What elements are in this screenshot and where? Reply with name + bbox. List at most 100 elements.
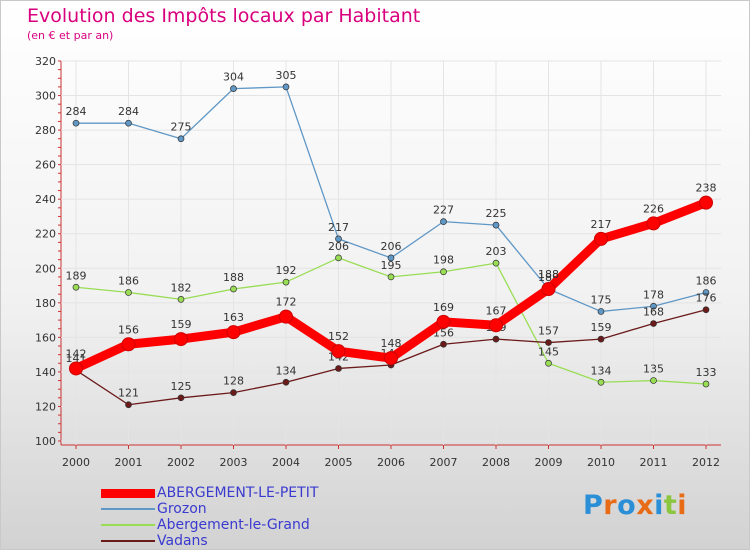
data-label: 168 [643,306,664,319]
data-label: 227 [433,204,454,217]
legend-swatch [101,540,155,542]
data-label: 159 [171,318,192,331]
data-point [230,285,237,293]
data-point [597,378,605,386]
data-point [545,359,552,367]
x-tick-label: 2008 [482,456,510,469]
x-tick-label: 2006 [377,456,405,469]
data-label: 128 [223,375,244,388]
series-abergement-le-grand: 189 186 182 188 192 206 195 198 203 145 134 135 133 [66,240,717,388]
legend-item: Grozon [101,501,318,517]
data-point [650,377,657,384]
data-point [440,340,447,348]
data-label: 238 [696,182,717,195]
data-label: 192 [276,264,297,277]
legend-item: ABERGEMENT-LE-PETIT [101,485,318,501]
data-label: 284 [118,105,139,118]
data-point [440,218,447,225]
logo-letter: r [603,490,618,521]
data-label: 305 [276,69,297,82]
data-label: 284 [66,105,87,118]
data-label: 157 [538,325,559,338]
data-label: 148 [381,337,402,350]
data-label: 133 [696,366,717,379]
data-point [699,195,713,210]
data-point [335,254,342,262]
data-point [492,335,500,343]
data-label: 275 [171,121,192,134]
logo-letter: i [677,490,688,521]
data-point [702,380,710,388]
data-point [387,254,395,262]
data-label: 178 [643,288,664,301]
logo-letter: t [663,490,678,521]
data-point [230,389,237,396]
data-point [597,308,605,315]
legend-item: Abergement-le-Grand [101,517,318,533]
data-label: 175 [591,293,612,306]
data-point [384,351,398,366]
data-label: 182 [171,281,192,294]
x-tick-label: 2002 [167,456,195,469]
logo-letter: i [654,490,664,521]
data-point [282,378,290,386]
data-label: 203 [486,245,507,258]
data-label: 195 [381,259,402,272]
x-tick-label: 2005 [325,456,353,469]
data-point [282,278,290,286]
data-label: 159 [591,321,612,334]
data-point [331,344,346,359]
data-point [282,83,290,91]
data-point [597,335,605,343]
data-point [650,320,657,327]
y-tick-label: 280 [35,124,56,137]
data-point [440,268,447,276]
legend-item: Vadans [101,533,318,549]
data-point [125,119,132,127]
data-point [436,314,451,329]
y-tick-label: 160 [35,331,56,344]
data-point [177,296,185,303]
data-point [387,273,395,281]
data-label: 172 [276,296,297,309]
data-label: 225 [486,207,507,220]
data-point [125,289,132,296]
y-tick-label: 320 [35,55,56,68]
data-point [702,289,710,296]
data-label: 142 [66,347,87,360]
legend-label: Abergement-le-Grand [157,517,310,533]
data-label: 135 [643,363,664,376]
y-tick-label: 140 [35,366,56,379]
y-tick-label: 300 [35,90,56,103]
data-label: 167 [486,304,507,317]
chart-legend: ABERGEMENT-LE-PETIT Grozon Abergement-le-G… [101,485,318,549]
data-label: 125 [171,380,192,393]
data-point [125,401,132,409]
x-tick-label: 2010 [587,456,615,469]
data-point [541,282,556,296]
data-point [545,339,552,346]
data-label: 169 [433,301,454,314]
data-label: 304 [223,71,244,84]
data-label: 152 [328,330,349,343]
data-label: 176 [696,292,717,305]
logo-letter: o [617,490,637,521]
data-label: 206 [328,240,349,253]
series-grozon: 284 284 275 304 305 217 206 227 225 188 175 178 186 [66,69,717,315]
x-tick-label: 2001 [115,456,143,469]
data-label: 186 [696,274,717,287]
data-point [492,221,500,229]
data-label: 121 [118,387,139,400]
data-point [594,231,608,246]
data-label: 145 [538,345,559,358]
x-tick-label: 2012 [692,456,720,469]
chart-subtitle: (en € et par an) [27,29,114,42]
data-label: 226 [643,202,664,215]
data-point [177,135,185,143]
legend-label: Grozon [157,501,207,517]
data-point [646,216,661,231]
data-label: 186 [118,274,139,287]
data-point [121,337,136,352]
